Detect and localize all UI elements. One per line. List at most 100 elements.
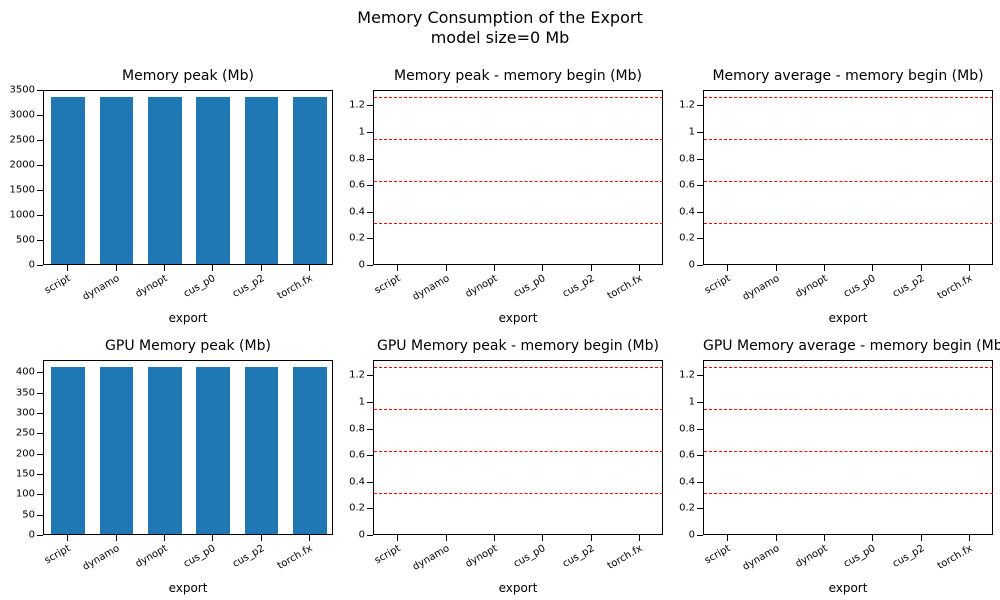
ytick-label: 0.4: [679, 206, 695, 217]
xtick-label: cus_p0: [842, 543, 878, 570]
plot-area: [373, 90, 663, 265]
ytick: [37, 190, 43, 191]
xtick: [309, 535, 310, 541]
ytick: [367, 159, 373, 160]
dashed-hline: [704, 223, 993, 224]
xtick-label: script: [703, 273, 733, 296]
ytick-label: 500: [16, 235, 35, 246]
ytick: [697, 265, 703, 266]
ytick-label: 0: [689, 530, 695, 541]
ytick-label: 0.4: [679, 476, 695, 487]
bar: [245, 367, 279, 534]
subplot-1-1: GPU Memory peak - memory begin (Mb)00.20…: [373, 360, 663, 535]
ytick: [37, 165, 43, 166]
bar: [196, 367, 230, 534]
xtick-label: script: [703, 543, 733, 566]
subplot-title: Memory average - memory begin (Mb): [703, 68, 993, 84]
xtick-label: torch.fx: [936, 543, 975, 572]
dashed-hline: [704, 181, 993, 182]
ytick: [697, 535, 703, 536]
xtick-label: script: [43, 543, 73, 566]
xlabel: export: [43, 311, 333, 325]
xtick-label: dynamo: [80, 543, 121, 573]
ytick: [37, 515, 43, 516]
ytick-label: 0: [29, 260, 35, 271]
dashed-hline: [704, 139, 993, 140]
xtick: [494, 265, 495, 271]
ytick-label: 250: [16, 428, 35, 439]
ytick: [697, 508, 703, 509]
ytick: [367, 482, 373, 483]
ytick-label: 3000: [10, 110, 35, 121]
ytick: [37, 474, 43, 475]
xtick-label: cus_p0: [842, 273, 878, 300]
xtick-label: torch.fx: [606, 273, 645, 302]
subplot-title: GPU Memory peak (Mb): [43, 338, 333, 354]
subplot-0-0: Memory peak (Mb)050010001500200025003000…: [43, 90, 333, 265]
xtick: [446, 265, 447, 271]
ytick-label: 0.8: [349, 153, 365, 164]
ytick: [367, 238, 373, 239]
dashed-hline: [374, 409, 663, 410]
ytick: [37, 372, 43, 373]
dashed-hline: [704, 97, 993, 98]
xtick: [591, 535, 592, 541]
xtick-label: cus_p0: [182, 273, 218, 300]
dashed-hline: [374, 97, 663, 98]
ytick-label: 150: [16, 468, 35, 479]
ytick-label: 350: [16, 387, 35, 398]
bar: [100, 367, 134, 534]
ytick: [37, 393, 43, 394]
ytick-label: 3500: [10, 85, 35, 96]
xtick-label: dynopt: [794, 543, 830, 570]
ytick: [697, 238, 703, 239]
xtick-label: cus_p2: [230, 273, 266, 300]
xtick-label: cus_p2: [890, 543, 926, 570]
xtick: [494, 535, 495, 541]
xtick-label: cus_p2: [890, 273, 926, 300]
ytick: [37, 454, 43, 455]
bar: [245, 97, 279, 265]
figure: Memory Consumption of the Export model s…: [0, 0, 1000, 600]
dashed-hline: [374, 223, 663, 224]
bar: [100, 97, 134, 265]
xtick: [776, 535, 777, 541]
ytick-label: 2500: [10, 135, 35, 146]
dashed-hline: [374, 367, 663, 368]
dashed-hline: [704, 493, 993, 494]
ytick-label: 0.6: [679, 180, 695, 191]
dashed-hline: [704, 451, 993, 452]
xtick: [727, 535, 728, 541]
ytick: [697, 185, 703, 186]
ytick: [697, 212, 703, 213]
subplot-0-2: Memory average - memory begin (Mb)00.20.…: [703, 90, 993, 265]
xtick: [67, 265, 68, 271]
ytick: [697, 159, 703, 160]
xlabel: export: [43, 581, 333, 595]
ytick-label: 0.6: [349, 450, 365, 461]
bar: [148, 367, 182, 534]
subplot-1-2: GPU Memory average - memory begin (Mb)00…: [703, 360, 993, 535]
ytick-label: 0.6: [679, 450, 695, 461]
ytick: [37, 265, 43, 266]
ytick: [37, 413, 43, 414]
xtick-label: dynopt: [134, 543, 170, 570]
xtick-label: dynopt: [134, 273, 170, 300]
ytick: [367, 402, 373, 403]
ytick-label: 0: [689, 260, 695, 271]
ytick: [37, 240, 43, 241]
xlabel: export: [703, 311, 993, 325]
xtick: [639, 535, 640, 541]
ytick: [697, 375, 703, 376]
ytick-label: 0.8: [349, 423, 365, 434]
ytick: [697, 429, 703, 430]
plot-area: [703, 360, 993, 535]
ytick-label: 300: [16, 407, 35, 418]
ytick: [37, 433, 43, 434]
ytick-label: 0.4: [349, 476, 365, 487]
ytick-label: 0.4: [349, 206, 365, 217]
xtick: [824, 535, 825, 541]
xtick: [969, 265, 970, 271]
xtick: [116, 535, 117, 541]
xtick-label: cus_p2: [230, 543, 266, 570]
